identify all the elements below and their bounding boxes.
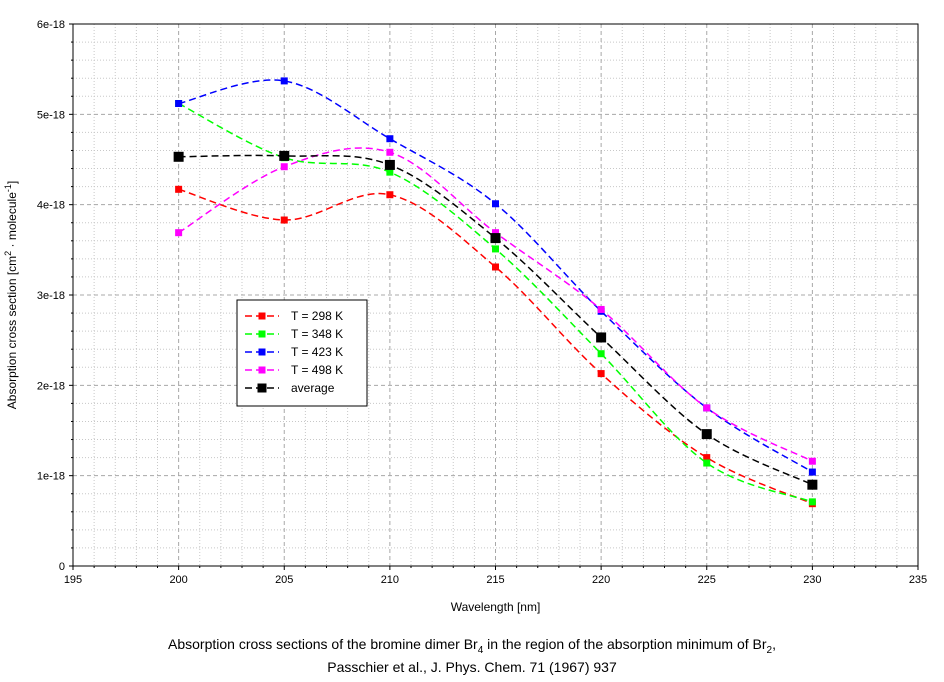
y-tick-label: 3e-18: [37, 290, 65, 302]
x-tick-label: 200: [169, 574, 187, 586]
data-point: [808, 468, 816, 476]
y-axis-title-middle: · molecule: [5, 192, 19, 251]
caption-line-1: Absorption cross sections of the bromine…: [0, 636, 944, 656]
x-axis-title: Wavelength [nm]: [451, 600, 541, 614]
data-point: [492, 245, 499, 253]
legend-label: T = 498 K: [291, 363, 343, 377]
y-tick-label: 4e-18: [37, 200, 65, 212]
data-point: [280, 77, 288, 85]
x-tick-label: 210: [381, 574, 399, 586]
caption-prefix: Absorption cross sections of the bromine…: [168, 636, 478, 652]
data-point: [175, 99, 183, 107]
data-point: [279, 150, 290, 161]
x-tick-label: 220: [592, 574, 610, 586]
y-axis-title: Absorption cross section [cm2 · molecule…: [3, 181, 19, 409]
x-tick-label: 205: [275, 574, 293, 586]
y-axis-ticks: 0 1e-18 2e-18 3e-18 4e-18 5e-18 6e-18: [37, 19, 73, 573]
data-point: [808, 457, 816, 465]
caption-middle: in the region of the absorption minimum …: [483, 636, 767, 652]
y-axis-title-prefix: Absorption cross section [cm: [5, 256, 19, 409]
data-point: [492, 200, 499, 208]
data-point: [280, 216, 288, 224]
legend-label: T = 423 K: [291, 345, 343, 359]
y-tick-label: 1e-18: [37, 471, 65, 483]
chart: 195 200 205 210 215 220 225 230 235 0 1e-18 2e-18 3…: [3, 19, 927, 614]
legend-label: average: [291, 381, 335, 395]
data-point: [703, 459, 711, 467]
data-point: [490, 233, 501, 244]
data-point: [175, 185, 183, 193]
data-point: [703, 454, 711, 462]
x-tick-label: 230: [803, 574, 821, 586]
caption-line-2: Passchier et al., J. Phys. Chem. 71 (196…: [327, 659, 617, 675]
y-tick-label: 2e-18: [37, 380, 65, 392]
data-point: [807, 479, 818, 490]
x-tick-label: 225: [698, 574, 716, 586]
x-tick-label: 215: [486, 574, 504, 586]
data-point: [175, 229, 183, 237]
series-average: [173, 150, 818, 490]
data-point: [173, 151, 184, 162]
data-point: [808, 498, 816, 506]
x-tick-label: 235: [909, 574, 927, 586]
y-axis-title-exponent-2: -1: [3, 184, 13, 192]
series-layer: [173, 77, 818, 508]
data-point: [386, 148, 394, 156]
data-point: [703, 404, 711, 412]
data-point: [384, 159, 395, 170]
data-point: [597, 350, 605, 358]
legend-marker: [258, 312, 266, 320]
x-tick-label: 195: [64, 574, 82, 586]
data-point: [597, 305, 605, 313]
data-point: [386, 191, 394, 199]
data-point: [386, 135, 394, 143]
legend-label: T = 348 K: [291, 327, 343, 341]
x-axis-ticks: 195 200 205 210 215 220 225 230 235: [64, 566, 927, 586]
caption-subscript-1: 4: [477, 644, 484, 656]
caption-subscript-2: 2: [766, 644, 773, 656]
data-point: [280, 163, 288, 171]
legend-marker: [258, 330, 266, 338]
y-axis-title-suffix: ]: [5, 181, 19, 184]
series-t-498-k: [175, 147, 816, 465]
data-point: [701, 429, 712, 440]
data-point: [596, 332, 607, 343]
legend-marker: [257, 383, 267, 393]
legend-label: T = 298 K: [291, 309, 343, 323]
legend-marker: [258, 348, 266, 356]
y-axis-title-exponent-1: 2: [3, 251, 13, 256]
legend: T = 298 K T = 348 K T = 423 K T = 498 K aver…: [236, 299, 368, 407]
data-point: [492, 229, 499, 237]
y-tick-label: 5e-18: [37, 109, 65, 121]
data-point: [597, 370, 605, 378]
legend-marker: [258, 366, 266, 374]
y-tick-label: 6e-18: [37, 19, 65, 31]
data-point: [492, 263, 499, 271]
data-point: [386, 168, 394, 176]
caption-suffix: ,: [772, 636, 776, 652]
y-tick-label: 0: [59, 561, 65, 573]
